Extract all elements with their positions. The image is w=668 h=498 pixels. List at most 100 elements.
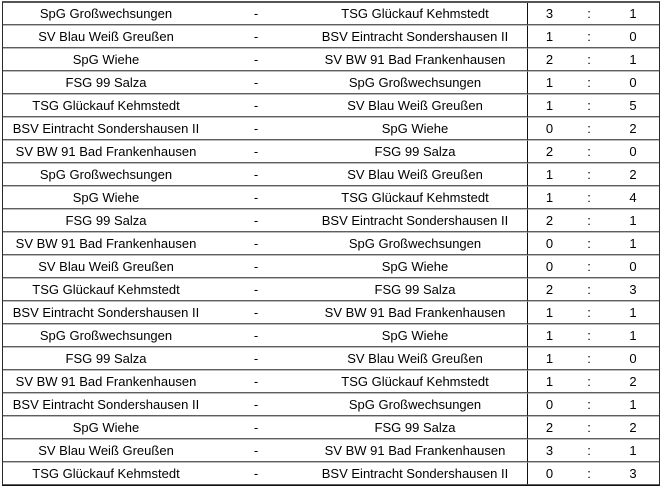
away-score-cell: 4 bbox=[607, 186, 659, 209]
home-team-cell: SpG Wiehe bbox=[3, 48, 209, 71]
match-row: SV BW 91 Bad Frankenhausen - TSG Glückau… bbox=[3, 370, 659, 393]
match-row: TSG Glückauf Kehmstedt - FSG 99 Salza 2 … bbox=[3, 278, 659, 301]
separator-dash: - bbox=[209, 301, 303, 324]
away-team-cell: FSG 99 Salza bbox=[303, 416, 527, 439]
match-row: BSV Eintracht Sondershausen II - SpG Wie… bbox=[3, 117, 659, 140]
match-row: FSG 99 Salza - BSV Eintracht Sondershaus… bbox=[3, 209, 659, 232]
score-colon: : bbox=[571, 301, 607, 324]
home-team-cell: SpG Wiehe bbox=[3, 416, 209, 439]
home-score-cell: 3 bbox=[527, 439, 571, 462]
match-row: SV Blau Weiß Greußen - SpG Wiehe 0 : 0 bbox=[3, 255, 659, 278]
score-colon: : bbox=[571, 370, 607, 393]
away-score-cell: 0 bbox=[607, 71, 659, 94]
away-score-cell: 3 bbox=[607, 278, 659, 301]
away-team-cell: TSG Glückauf Kehmstedt bbox=[303, 186, 527, 209]
away-score-cell: 0 bbox=[607, 25, 659, 48]
match-row: SV BW 91 Bad Frankenhausen - FSG 99 Salz… bbox=[3, 140, 659, 163]
score-colon: : bbox=[571, 48, 607, 71]
score-colon: : bbox=[571, 439, 607, 462]
home-team-cell: SV BW 91 Bad Frankenhausen bbox=[3, 140, 209, 163]
away-team-cell: BSV Eintracht Sondershausen II bbox=[303, 209, 527, 232]
score-colon: : bbox=[571, 324, 607, 347]
score-colon: : bbox=[571, 163, 607, 186]
match-row: FSG 99 Salza - SpG Großwechsungen 1 : 0 bbox=[3, 71, 659, 94]
home-score-cell: 1 bbox=[527, 347, 571, 370]
separator-dash: - bbox=[209, 186, 303, 209]
separator-dash: - bbox=[209, 416, 303, 439]
separator-dash: - bbox=[209, 462, 303, 485]
away-score-cell: 2 bbox=[607, 117, 659, 140]
match-row: TSG Glückauf Kehmstedt - BSV Eintracht S… bbox=[3, 462, 659, 485]
match-results-table: SpG Großwechsungen - TSG Glückauf Kehmst… bbox=[2, 1, 660, 486]
away-score-cell: 2 bbox=[607, 416, 659, 439]
separator-dash: - bbox=[209, 370, 303, 393]
match-results-table-body: SpG Großwechsungen - TSG Glückauf Kehmst… bbox=[3, 3, 659, 485]
away-team-cell: SpG Wiehe bbox=[303, 117, 527, 140]
match-row: FSG 99 Salza - SV Blau Weiß Greußen 1 : … bbox=[3, 347, 659, 370]
away-score-cell: 1 bbox=[607, 439, 659, 462]
home-team-cell: TSG Glückauf Kehmstedt bbox=[3, 462, 209, 485]
away-team-cell: TSG Glückauf Kehmstedt bbox=[303, 370, 527, 393]
away-score-cell: 0 bbox=[607, 255, 659, 278]
away-team-cell: SpG Großwechsungen bbox=[303, 232, 527, 255]
home-score-cell: 0 bbox=[527, 232, 571, 255]
away-score-cell: 0 bbox=[607, 140, 659, 163]
match-row: SpG Wiehe - SV BW 91 Bad Frankenhausen 2… bbox=[3, 48, 659, 71]
score-colon: : bbox=[571, 462, 607, 485]
away-team-cell: SpG Wiehe bbox=[303, 324, 527, 347]
separator-dash: - bbox=[209, 163, 303, 186]
home-score-cell: 3 bbox=[527, 3, 571, 25]
separator-dash: - bbox=[209, 278, 303, 301]
home-team-cell: BSV Eintracht Sondershausen II bbox=[3, 301, 209, 324]
home-team-cell: SpG Großwechsungen bbox=[3, 3, 209, 25]
separator-dash: - bbox=[209, 48, 303, 71]
separator-dash: - bbox=[209, 393, 303, 416]
score-colon: : bbox=[571, 393, 607, 416]
away-team-cell: SV BW 91 Bad Frankenhausen bbox=[303, 439, 527, 462]
score-colon: : bbox=[571, 255, 607, 278]
away-score-cell: 1 bbox=[607, 324, 659, 347]
separator-dash: - bbox=[209, 71, 303, 94]
home-team-cell: FSG 99 Salza bbox=[3, 347, 209, 370]
home-score-cell: 1 bbox=[527, 25, 571, 48]
home-score-cell: 0 bbox=[527, 462, 571, 485]
home-team-cell: BSV Eintracht Sondershausen II bbox=[3, 393, 209, 416]
match-row: BSV Eintracht Sondershausen II - SpG Gro… bbox=[3, 393, 659, 416]
match-row: SpG Großwechsungen - SpG Wiehe 1 : 1 bbox=[3, 324, 659, 347]
score-colon: : bbox=[571, 140, 607, 163]
away-team-cell: BSV Eintracht Sondershausen II bbox=[303, 462, 527, 485]
score-colon: : bbox=[571, 71, 607, 94]
home-team-cell: SV BW 91 Bad Frankenhausen bbox=[3, 370, 209, 393]
match-row: SpG Großwechsungen - SV Blau Weiß Greuße… bbox=[3, 163, 659, 186]
away-score-cell: 1 bbox=[607, 301, 659, 324]
score-colon: : bbox=[571, 186, 607, 209]
away-score-cell: 2 bbox=[607, 370, 659, 393]
away-score-cell: 1 bbox=[607, 48, 659, 71]
home-score-cell: 2 bbox=[527, 416, 571, 439]
match-row: TSG Glückauf Kehmstedt - SV Blau Weiß Gr… bbox=[3, 94, 659, 117]
score-colon: : bbox=[571, 209, 607, 232]
match-row: SV BW 91 Bad Frankenhausen - SpG Großwec… bbox=[3, 232, 659, 255]
away-score-cell: 1 bbox=[607, 393, 659, 416]
away-team-cell: SV Blau Weiß Greußen bbox=[303, 94, 527, 117]
away-team-cell: SpG Großwechsungen bbox=[303, 393, 527, 416]
home-team-cell: TSG Glückauf Kehmstedt bbox=[3, 94, 209, 117]
away-team-cell: SV BW 91 Bad Frankenhausen bbox=[303, 48, 527, 71]
away-team-cell: SpG Großwechsungen bbox=[303, 71, 527, 94]
away-team-cell: BSV Eintracht Sondershausen II bbox=[303, 25, 527, 48]
match-row: SpG Wiehe - TSG Glückauf Kehmstedt 1 : 4 bbox=[3, 186, 659, 209]
away-score-cell: 1 bbox=[607, 3, 659, 25]
home-team-cell: SV Blau Weiß Greußen bbox=[3, 25, 209, 48]
separator-dash: - bbox=[209, 209, 303, 232]
away-team-cell: SpG Wiehe bbox=[303, 255, 527, 278]
separator-dash: - bbox=[209, 324, 303, 347]
home-score-cell: 1 bbox=[527, 301, 571, 324]
away-team-cell: FSG 99 Salza bbox=[303, 140, 527, 163]
home-score-cell: 0 bbox=[527, 117, 571, 140]
score-colon: : bbox=[571, 94, 607, 117]
score-colon: : bbox=[571, 232, 607, 255]
away-team-cell: TSG Glückauf Kehmstedt bbox=[303, 3, 527, 25]
away-team-cell: FSG 99 Salza bbox=[303, 278, 527, 301]
match-row: SV Blau Weiß Greußen - BSV Eintracht Son… bbox=[3, 25, 659, 48]
separator-dash: - bbox=[209, 117, 303, 140]
